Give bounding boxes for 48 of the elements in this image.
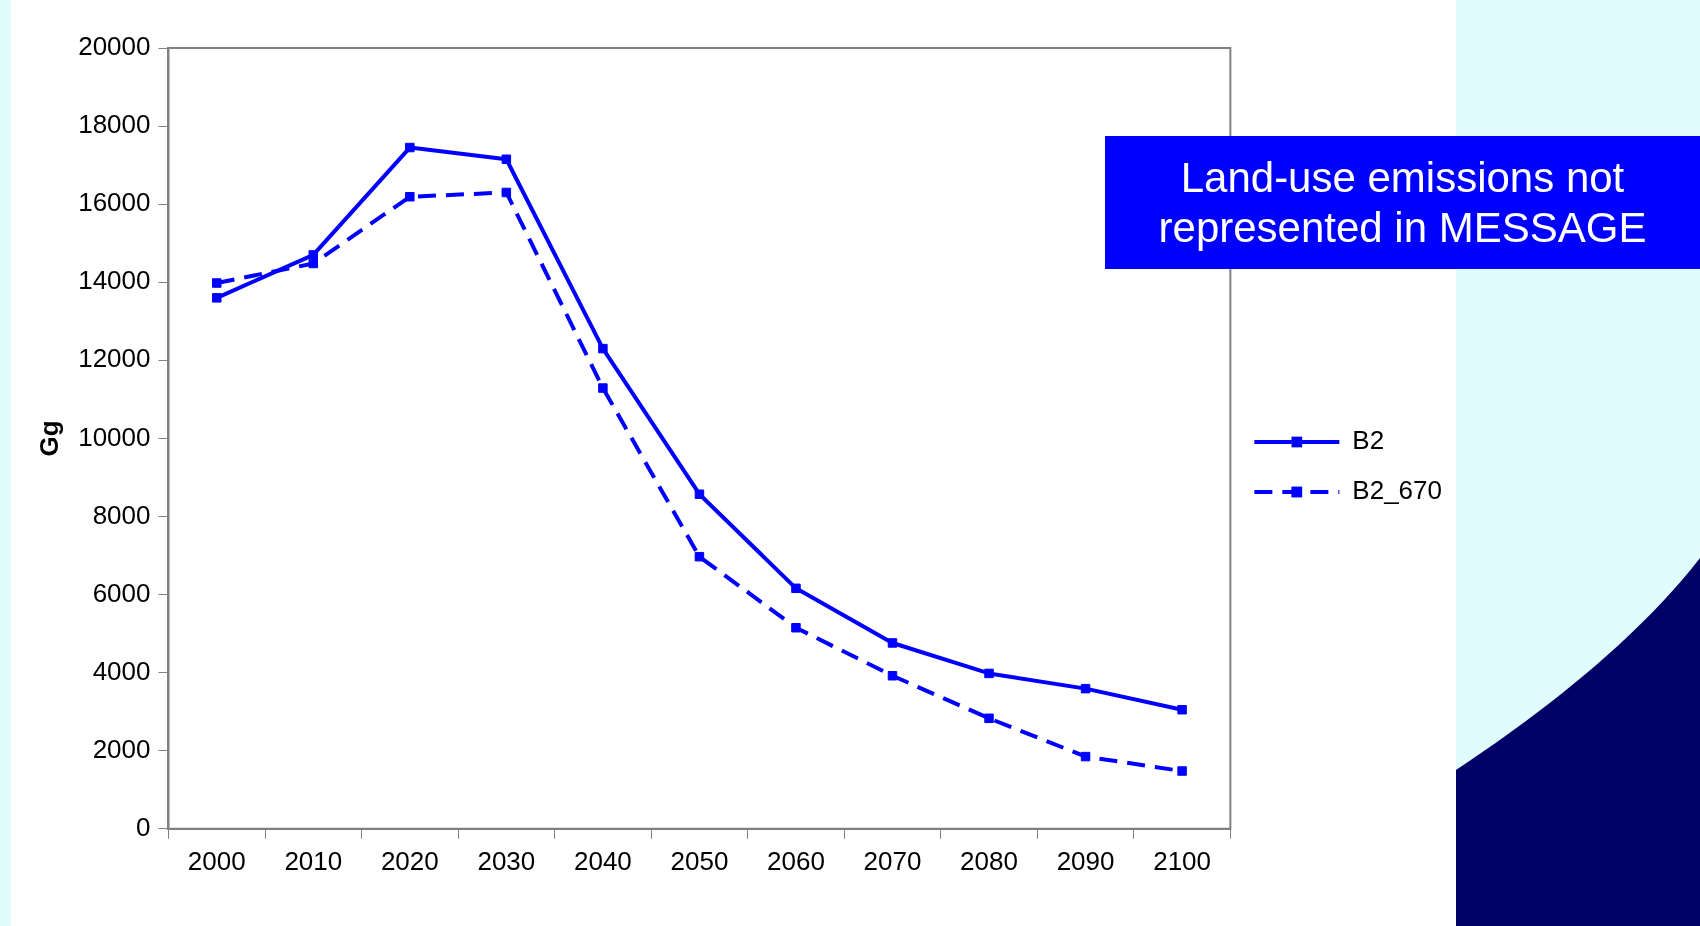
point — [598, 343, 608, 354]
y-tick-label: 8000 — [92, 499, 151, 530]
x-tick-label: 2070 — [863, 845, 922, 876]
legend-label: B2 — [1352, 425, 1385, 456]
y-tick-label: 6000 — [92, 577, 151, 608]
point — [212, 278, 222, 288]
point — [887, 671, 898, 681]
point — [887, 638, 898, 648]
x-tick-label: 2090 — [1056, 845, 1115, 876]
point — [598, 383, 608, 393]
point — [984, 713, 994, 724]
y-tick-label: 20000 — [78, 31, 151, 62]
x-tick-label: 2030 — [477, 845, 536, 876]
x-tick-label: 2060 — [767, 845, 825, 876]
y-tick-label: 4000 — [92, 655, 151, 686]
point — [1177, 766, 1187, 776]
point — [212, 293, 222, 303]
point — [308, 250, 319, 260]
point — [1177, 704, 1187, 715]
point — [694, 489, 705, 499]
x-tick-label: 2020 — [380, 845, 439, 876]
y-tick-label: 16000 — [78, 187, 151, 218]
x-tick-label: 2000 — [187, 845, 246, 876]
y-tick-label: 2000 — [92, 733, 151, 764]
point — [501, 187, 512, 198]
point — [405, 192, 415, 202]
x-tick-label: 2040 — [573, 845, 632, 876]
point — [308, 258, 319, 269]
y-tick-label: 0 — [136, 811, 151, 842]
point — [405, 142, 415, 153]
point — [984, 668, 994, 679]
point — [791, 583, 801, 594]
y-tick-label: 12000 — [78, 343, 151, 374]
y-tick-label: 18000 — [78, 109, 151, 140]
y-tick-label: 14000 — [78, 265, 151, 296]
x-tick-label: 2050 — [670, 845, 729, 876]
point — [1080, 751, 1091, 762]
point — [1080, 683, 1091, 694]
x-tick-label: 2100 — [1153, 845, 1212, 876]
point — [501, 154, 512, 165]
point — [791, 623, 801, 633]
legend-label: B2_670 — [1352, 475, 1443, 506]
annotation: Land-use emissions not represented in MESSAGE — [1105, 136, 1700, 269]
y-tick-label: 10000 — [78, 421, 151, 452]
y-axis-title: Gg — [33, 420, 64, 457]
x-tick-label: 2010 — [284, 845, 343, 876]
point — [694, 551, 705, 562]
x-tick-label: 2080 — [960, 845, 1018, 876]
